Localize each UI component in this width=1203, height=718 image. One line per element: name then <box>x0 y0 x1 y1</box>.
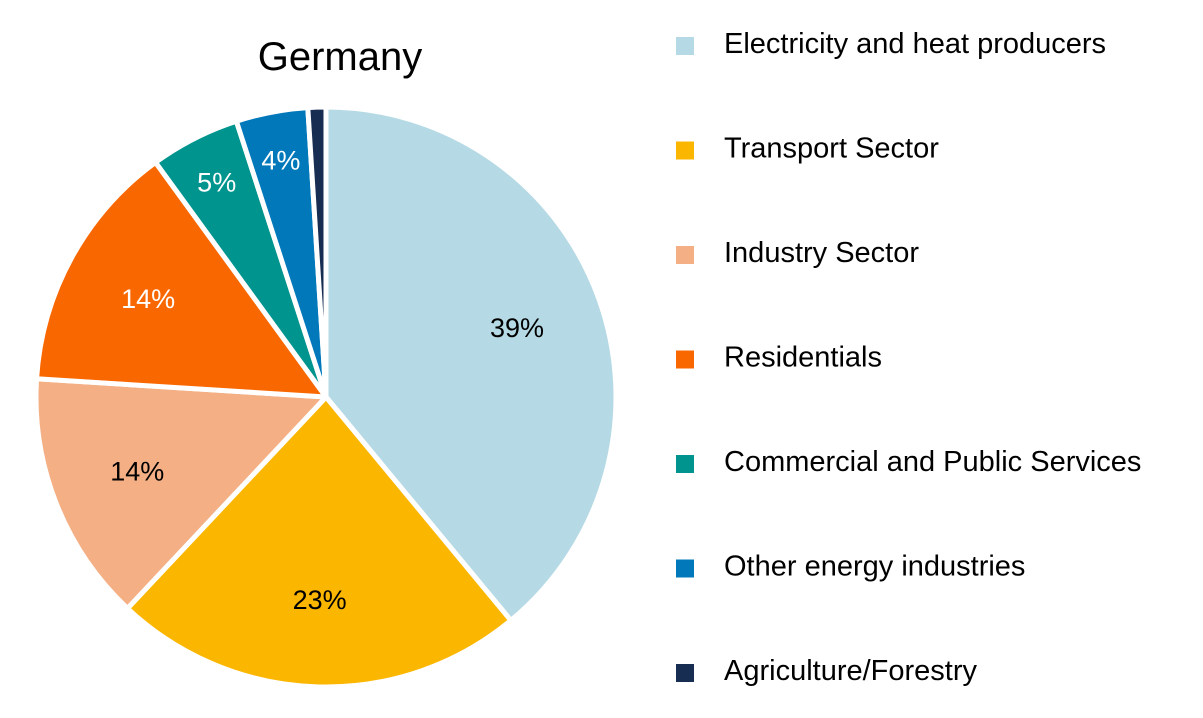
legend-swatch <box>676 141 694 160</box>
legend-label: Industry Sector <box>724 237 919 269</box>
legend-label: Agriculture/Forestry <box>724 655 978 687</box>
legend-label: Transport Sector <box>724 133 939 165</box>
pie-slice-transport-sector <box>124 394 514 690</box>
slice-label-other-energy-industries: 4% <box>261 146 300 176</box>
legend-swatch <box>676 559 694 578</box>
slices-layer <box>33 104 619 690</box>
legend-swatch <box>676 246 694 264</box>
pie-slice-electricity-and-heat-producers <box>323 104 619 623</box>
legend-swatch <box>676 350 694 369</box>
legend-item-residentials: Residentials <box>676 342 882 374</box>
legend-label: Electricity and heat producers <box>724 28 1106 60</box>
pie-slice-agriculture-forestry <box>305 104 329 400</box>
legend-label: Residentials <box>724 342 882 374</box>
slice-label-industry-sector: 14% <box>110 457 164 487</box>
slice-label-electricity-and-heat-producers: 39% <box>490 313 544 343</box>
legend-swatch <box>676 37 694 55</box>
slice-label-residentials: 14% <box>121 284 175 314</box>
legend-item-transport-sector: Transport Sector <box>676 133 939 165</box>
slice-label-transport-sector: 23% <box>293 585 347 615</box>
slice-labels-layer: 39% 23% 14% 14% 5% 4% <box>110 146 544 615</box>
legend-label: Commercial and Public Services <box>724 446 1141 478</box>
legend-item-electricity-and-heat-producers: Electricity and heat producers <box>676 28 1106 60</box>
legend-item-commercial-and-public-services: Commercial and Public Services <box>676 446 1141 478</box>
legend: Electricity and heat producers Transport … <box>676 28 1141 687</box>
pie-slice-industry-sector <box>33 376 329 611</box>
legend-swatch <box>676 455 694 473</box>
legend-item-industry-sector: Industry Sector <box>676 237 919 269</box>
legend-item-other-energy-industries: Other energy industries <box>676 551 1025 583</box>
legend-item-agriculture-forestry: Agriculture/Forestry <box>676 655 978 687</box>
legend-label: Other energy industries <box>724 551 1025 583</box>
pie-slice-residentials <box>34 159 329 400</box>
slice-label-commercial-and-public-services: 5% <box>197 168 236 198</box>
legend-swatch <box>676 664 694 682</box>
chart-title: Germany <box>258 35 423 79</box>
